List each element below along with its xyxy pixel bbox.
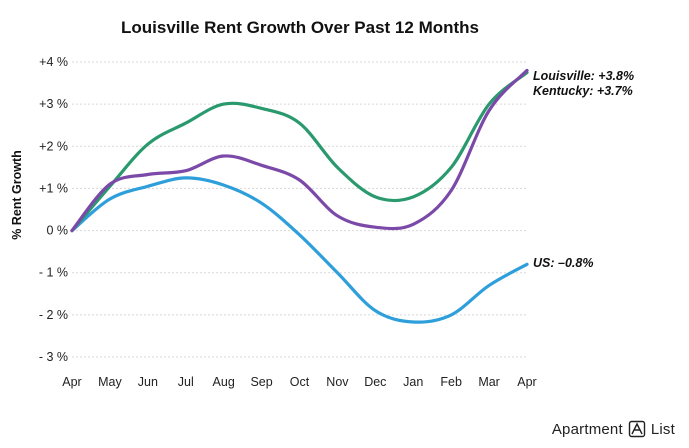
y-tick-label: - 3 % — [39, 350, 68, 364]
y-tick-label: - 1 % — [39, 266, 68, 280]
x-tick-label: Feb — [440, 375, 462, 389]
chart-title: Louisville Rent Growth Over Past 12 Mont… — [121, 18, 479, 37]
x-tick-label: Sep — [250, 375, 272, 389]
series-end-labels: Kentucky: +3.7%Louisville: +3.8% US: –0.8… — [533, 69, 634, 270]
x-tick-label: Apr — [517, 375, 536, 389]
series-line-louisville — [70, 68, 529, 233]
brand-name-left: Apartment — [551, 420, 623, 438]
series-label-us: US: –0.8% — [533, 256, 593, 270]
x-tick-label: Apr — [62, 375, 81, 389]
x-tick-label: Jul — [178, 375, 194, 389]
y-tick-label: +2 % — [39, 139, 68, 153]
series-label-louisville: Louisville: +3.8% — [533, 69, 634, 83]
series-line-us — [70, 176, 529, 324]
x-tick-label: Oct — [290, 375, 310, 389]
y-tick-label: +1 % — [39, 181, 68, 195]
x-tick-label: Nov — [326, 375, 349, 389]
y-tick-label: +4 % — [39, 55, 68, 69]
x-tick-label: May — [98, 375, 122, 389]
series-label-kentucky: Kentucky: +3.7% — [533, 84, 633, 98]
x-tick-label: Mar — [478, 375, 500, 389]
gridlines — [72, 61, 527, 358]
brand-name-right: List — [650, 420, 675, 438]
series-lines — [70, 68, 529, 324]
x-tick-label: Jun — [138, 375, 158, 389]
y-tick-label: 0 % — [46, 224, 68, 238]
series-line-kentucky — [70, 70, 529, 233]
apartment-list-logo-icon — [628, 420, 646, 438]
apartment-list-branding: Apartment List — [552, 420, 675, 438]
y-tick-label: +3 % — [39, 97, 68, 111]
x-axis-ticks: Apr May Jun Jul Aug Sep Oct Nov Dec Jan Feb Mar Apr — [62, 375, 536, 389]
x-tick-label: Dec — [364, 375, 386, 389]
y-tick-label: - 2 % — [39, 308, 68, 322]
x-tick-label: Jan — [403, 375, 423, 389]
y-axis-label: % Rent Growth — [10, 150, 24, 240]
y-axis-ticks: +4 % +3 % +2 % +1 % 0 % - 1 % - 2 % - 3 % — [39, 55, 68, 364]
x-tick-label: Aug — [213, 375, 235, 389]
